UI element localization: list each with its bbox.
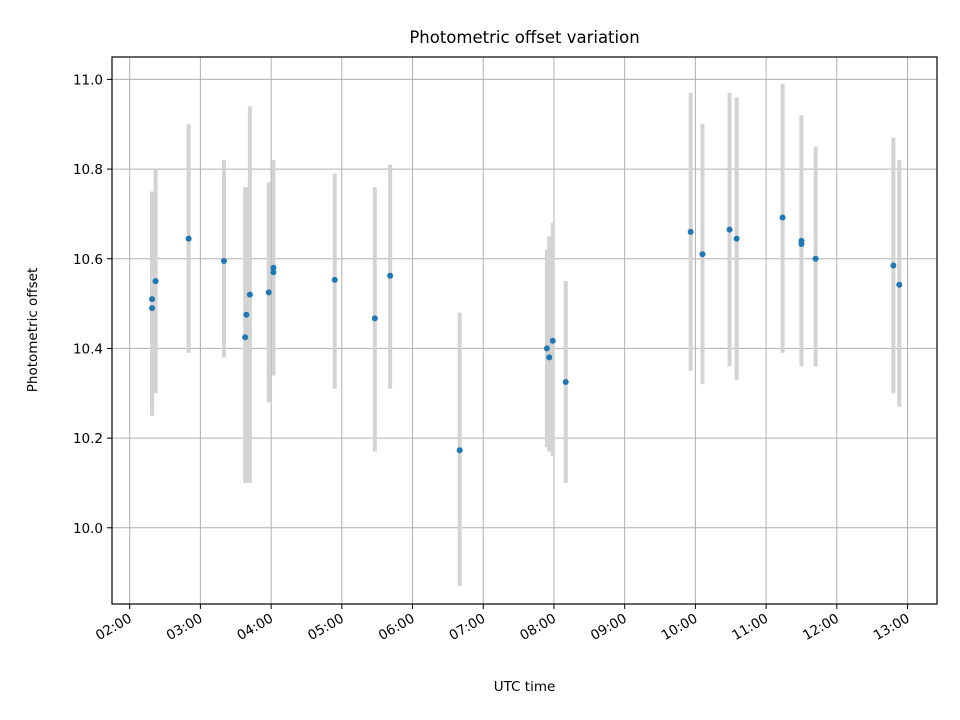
y-tick-label: 10.6 bbox=[73, 252, 103, 268]
data-point bbox=[149, 296, 156, 303]
data-point bbox=[890, 262, 897, 269]
data-point bbox=[331, 276, 338, 283]
x-tick-label: 03:00 bbox=[164, 611, 206, 644]
data-point bbox=[387, 272, 394, 279]
grid bbox=[112, 57, 937, 604]
x-tick-label: 05:00 bbox=[305, 611, 347, 644]
x-tick-label: 13:00 bbox=[871, 611, 913, 644]
data-point bbox=[371, 315, 378, 322]
data-point bbox=[687, 228, 694, 235]
x-axis: 02:00 03:00 04:00 05:00 06:00 07:00 08:00 09:00… bbox=[93, 604, 913, 644]
data-point bbox=[185, 235, 192, 242]
data-point bbox=[270, 264, 277, 271]
data-point bbox=[242, 334, 249, 341]
data-point bbox=[246, 291, 253, 298]
x-tick-label: 04:00 bbox=[234, 611, 276, 644]
data-point bbox=[546, 354, 553, 361]
x-tick-label: 09:00 bbox=[588, 611, 630, 644]
x-tick-label: 10:00 bbox=[659, 611, 701, 644]
x-tick-label: 02:00 bbox=[93, 611, 135, 644]
y-axis-label: Photometric offset bbox=[25, 268, 41, 392]
x-tick-label: 12:00 bbox=[800, 611, 842, 644]
plot-frame bbox=[111, 56, 938, 605]
x-tick-label: 07:00 bbox=[447, 611, 489, 644]
data-point bbox=[726, 226, 733, 233]
data-point bbox=[220, 258, 227, 265]
x-axis-label: UTC time bbox=[494, 679, 556, 695]
errorbars bbox=[150, 83, 902, 587]
data-point bbox=[779, 214, 786, 221]
y-tick-label: 10.8 bbox=[73, 162, 103, 178]
data-points bbox=[149, 214, 903, 454]
data-point bbox=[265, 289, 272, 296]
data-point bbox=[243, 311, 250, 318]
data-point bbox=[812, 255, 819, 262]
data-point bbox=[543, 345, 550, 352]
x-tick-label: 08:00 bbox=[517, 611, 559, 644]
data-point bbox=[152, 278, 159, 285]
data-point bbox=[562, 379, 569, 386]
y-tick-label: 10.0 bbox=[73, 521, 103, 537]
x-tick-label: 06:00 bbox=[376, 611, 418, 644]
data-point bbox=[456, 447, 463, 454]
data-point bbox=[149, 305, 156, 312]
data-point bbox=[733, 235, 740, 242]
data-point bbox=[699, 251, 706, 258]
y-tick-label: 11.0 bbox=[73, 72, 103, 88]
x-tick-label: 11:00 bbox=[729, 611, 771, 644]
y-tick-label: 10.4 bbox=[73, 341, 103, 357]
chart-title: Photometric offset variation bbox=[409, 28, 639, 47]
data-point bbox=[549, 337, 556, 344]
data-point bbox=[798, 240, 805, 247]
y-axis: 10.0 10.2 10.4 10.6 10.8 11.0 bbox=[73, 72, 112, 537]
data-point bbox=[270, 269, 277, 276]
y-tick-label: 10.2 bbox=[73, 431, 103, 447]
data-point bbox=[896, 281, 903, 288]
